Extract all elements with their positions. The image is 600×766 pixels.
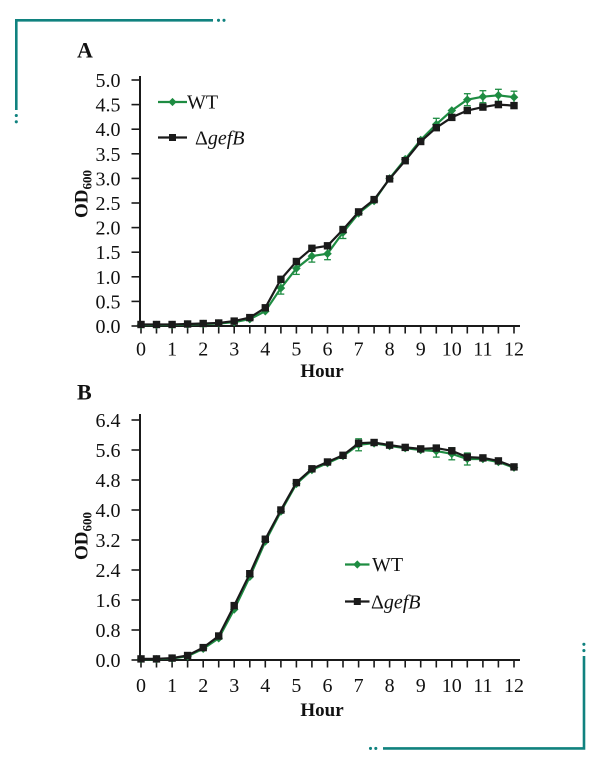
svg-text:4: 4 [260,339,270,361]
svg-text:0: 0 [136,675,146,697]
svg-text:A: A [77,38,93,63]
svg-text:6: 6 [323,675,333,697]
svg-text:7: 7 [354,339,364,361]
svg-text:9: 9 [416,675,426,697]
svg-text:OD600: OD600 [72,512,95,560]
svg-text:9: 9 [416,339,426,361]
svg-text:12: 12 [504,675,524,697]
svg-text:0.5: 0.5 [96,291,121,313]
svg-text:WT: WT [372,554,403,576]
svg-text:B: B [77,380,92,405]
svg-text:1.5: 1.5 [96,242,121,264]
svg-text:2.0: 2.0 [96,218,121,240]
svg-text:5.0: 5.0 [96,70,121,92]
svg-text:10: 10 [442,339,462,361]
svg-text:2: 2 [198,675,208,697]
svg-text:6: 6 [323,339,333,361]
svg-text:2.5: 2.5 [96,193,121,215]
svg-text:ΔgefB: ΔgefB [195,128,245,150]
svg-text:ΔgefB: ΔgefB [371,592,421,614]
svg-text:6.4: 6.4 [96,410,121,432]
svg-text:0.0: 0.0 [96,650,121,672]
svg-text:0: 0 [136,339,146,361]
svg-text:11: 11 [473,675,492,697]
svg-text:4.0: 4.0 [96,500,121,522]
svg-text:1.6: 1.6 [96,590,121,612]
svg-text:3.2: 3.2 [96,530,121,552]
svg-text:5.6: 5.6 [96,440,121,462]
svg-text:0.8: 0.8 [96,620,121,642]
svg-text:1: 1 [167,675,177,697]
svg-text:11: 11 [473,339,492,361]
svg-text:3.0: 3.0 [96,168,121,190]
svg-text:8: 8 [385,675,395,697]
svg-text:4.8: 4.8 [96,470,121,492]
svg-text:3: 3 [229,339,239,361]
svg-text:4: 4 [260,675,270,697]
svg-text:8: 8 [385,339,395,361]
svg-text:Hour: Hour [300,361,344,382]
svg-text:Hour: Hour [300,700,344,721]
svg-text:4.5: 4.5 [96,95,121,117]
svg-text:3: 3 [229,675,239,697]
svg-text:1: 1 [167,339,177,361]
svg-text:3.5: 3.5 [96,144,121,166]
svg-text:2: 2 [198,339,208,361]
svg-text:4.0: 4.0 [96,119,121,141]
svg-text:WT: WT [187,92,218,114]
svg-text:OD600: OD600 [72,170,95,218]
svg-text:5: 5 [291,339,301,361]
svg-text:0.0: 0.0 [96,316,121,338]
svg-text:12: 12 [504,339,524,361]
svg-text:7: 7 [354,675,364,697]
svg-text:2.4: 2.4 [96,560,121,582]
svg-text:5: 5 [291,675,301,697]
svg-text:10: 10 [442,675,462,697]
svg-text:1.0: 1.0 [96,267,121,289]
